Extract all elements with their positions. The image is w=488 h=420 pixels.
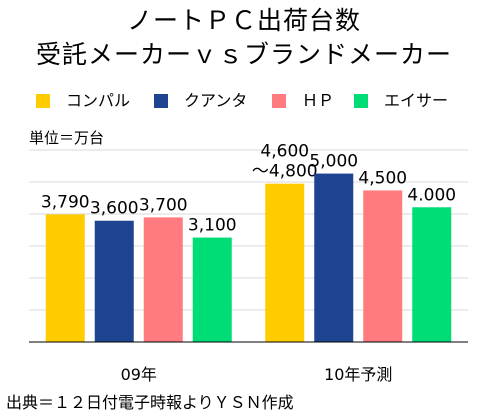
legend-swatch-hp: [272, 94, 286, 108]
source-note: 出典＝１２日付電子時報よりＹＳＮ作成: [6, 393, 294, 412]
legend-label-hp: ＨＰ: [302, 91, 335, 110]
legend-label-compal: コンパル: [66, 91, 131, 110]
bar: [265, 183, 305, 342]
bar: [94, 220, 134, 342]
data-label: 4.000: [407, 185, 456, 205]
chart-title-line2: 受託メーカーｖｓブランドメーカー: [35, 40, 452, 69]
data-label: 3,700: [139, 195, 188, 215]
bar: [363, 190, 403, 342]
category-label: 10年予測: [324, 365, 392, 384]
legend-label-quanta: クアンタ: [184, 91, 248, 110]
bar: [45, 214, 85, 342]
chart-title-line1: ノートＰＣ出荷台数: [126, 6, 361, 35]
legend-swatch-compal: [36, 94, 50, 108]
bar: [143, 217, 183, 342]
category-label: 09年: [121, 365, 157, 384]
bar: [412, 207, 452, 342]
data-label: 5,000: [309, 152, 358, 172]
legend-label-acer: エイサー: [384, 91, 449, 110]
data-label: 4,600 ～4,800: [252, 142, 318, 182]
data-label: 3,600: [90, 199, 139, 219]
bar: [314, 173, 354, 342]
bar: [192, 237, 232, 342]
legend-swatch-acer: [354, 94, 368, 108]
data-label: 4,500: [358, 168, 407, 188]
data-label: 3,790: [41, 192, 90, 212]
data-label: 3,100: [188, 216, 237, 236]
unit-label: 単位＝万台: [29, 129, 105, 147]
legend-swatch-quanta: [154, 94, 168, 108]
